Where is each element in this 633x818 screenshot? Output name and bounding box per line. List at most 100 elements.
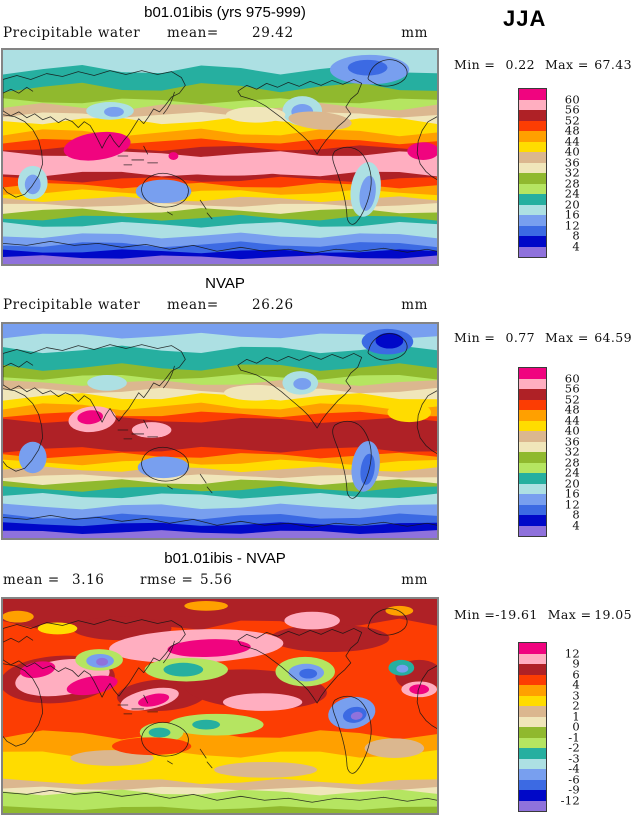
colorbar-tick-label: 20	[564, 196, 580, 211]
minmax-row-obs: Min = 0.77 Max = 64.59	[454, 330, 632, 345]
colorbar-segment	[519, 525, 546, 536]
mean-label: mean=	[167, 25, 219, 41]
colorbar-tick-label: -4	[568, 761, 580, 776]
colorbar-segment	[519, 183, 546, 194]
units-label: mm	[401, 297, 428, 313]
colorbar-tick-label: 44	[564, 412, 580, 427]
colorbar-tick-label: 52	[564, 112, 580, 127]
colorbar-tick-label: 36	[564, 154, 580, 169]
colorbar-tick-label: 12	[564, 217, 580, 232]
colorbar-segment	[519, 152, 546, 163]
mean-value: 29.42	[252, 25, 294, 41]
colorbar-tick-label: 4	[572, 677, 580, 692]
mean-label: mean =	[3, 572, 60, 588]
colorbar-segment	[519, 706, 546, 717]
colorbar-segment	[519, 800, 546, 811]
colorbar-tick-label: 12	[564, 645, 580, 660]
colorbar-segment	[519, 483, 546, 494]
max-label: Max =	[544, 57, 589, 72]
colorbar-tick-label: 52	[564, 391, 580, 406]
colorbar-tick-label: 28	[564, 454, 580, 469]
mean-value: 3.16	[72, 572, 105, 588]
colorbar-tick-label: 44	[564, 133, 580, 148]
panel-title-model: b01.01ibis (yrs 975-999)	[144, 4, 306, 21]
map-model	[1, 48, 439, 266]
colorbar-model: 60 56 52 48 44 40 36 32 28 24 20 16 12 8 4	[518, 88, 580, 258]
colorbar-segment	[519, 452, 546, 463]
colorbar-segment	[519, 695, 546, 706]
colorbar-tick-label: 16	[564, 486, 580, 501]
colorbar-segment	[519, 758, 546, 769]
colorbar-segment	[519, 494, 546, 505]
colorbar-tick-label: 60	[564, 91, 580, 106]
rmse-label: rmse =	[140, 572, 194, 588]
colorbar-segment	[519, 120, 546, 131]
map-diff	[1, 597, 439, 815]
colorbar-segment	[519, 194, 546, 205]
min-label: Min =	[454, 607, 496, 622]
colorbar-segment	[519, 664, 546, 675]
colorbar-segment	[519, 515, 546, 526]
colorbar-tick-label: 60	[564, 370, 580, 385]
colorbar-segment	[519, 441, 546, 452]
colorbar-tick-label: 8	[572, 228, 580, 243]
colorbar-tick-label: 40	[564, 423, 580, 438]
colorbar-obs: 60 56 52 48 44 40 36 32 28 24 20 16 12 8 4	[518, 367, 580, 537]
colorbar-tick-label: 4	[572, 238, 580, 253]
colorbar-segment	[519, 653, 546, 664]
colorbar-segment	[519, 204, 546, 215]
rmse-value: 5.56	[200, 572, 233, 588]
units-label: mm	[401, 572, 428, 588]
colorbar-segment	[519, 389, 546, 400]
colorbar-segment	[519, 769, 546, 780]
colorbar-tick-label: 24	[564, 186, 580, 201]
colorbar-segment	[519, 737, 546, 748]
panel-title-obs: NVAP	[205, 275, 245, 292]
colorbar-tick-label: 0	[572, 719, 580, 734]
colorbar-tick-label: -3	[568, 750, 580, 765]
colorbar-segment	[519, 215, 546, 226]
colorbar-tick-label: 9	[572, 656, 580, 671]
panel-stats-row-diff: mean = 3.16 rmse = 5.56 mm	[0, 572, 440, 590]
colorbar-segment	[519, 748, 546, 759]
colorbar-segment	[519, 473, 546, 484]
min-value: -19.61	[495, 607, 538, 622]
colorbar-tick-label: 24	[564, 465, 580, 480]
colorbar-segment	[519, 225, 546, 236]
colorbar-tick-label: -9	[568, 782, 580, 797]
mean-label: mean=	[167, 297, 219, 313]
colorbar-segment	[519, 643, 546, 654]
colorbar-tick-label: 1	[572, 708, 580, 723]
colorbar-segment	[519, 368, 546, 379]
colorbar-tick-label: 36	[564, 433, 580, 448]
min-value: 0.77	[505, 330, 535, 345]
colorbar-tick-label: 28	[564, 175, 580, 190]
colorbar-segment	[519, 246, 546, 257]
colorbar-tick-label: 3	[572, 687, 580, 702]
colorbar-tick-label: 6	[572, 666, 580, 681]
colorbar-segment	[519, 790, 546, 801]
colorbar-segment	[519, 420, 546, 431]
colorbar-segment	[519, 727, 546, 738]
colorbar-tick-label: 2	[572, 698, 580, 713]
min-value: 0.22	[505, 57, 535, 72]
colorbar-segment	[519, 431, 546, 442]
variable-label: Precipitable water	[3, 25, 141, 41]
colorbar-tick-label: -12	[560, 792, 580, 807]
colorbar-segment	[519, 504, 546, 515]
colorbar-tick-label: -6	[568, 771, 580, 786]
colorbar-tick-label: 56	[564, 102, 580, 117]
colorbar-segment	[519, 779, 546, 790]
colorbar-tick-label: -2	[568, 740, 580, 755]
max-value: 64.59	[594, 330, 632, 345]
colorbar-diff: 12 9 6 4 3 2 1 0 -1 -2 -3 -4 -6 -9 -12	[518, 642, 580, 812]
colorbar-tick-label: 12	[564, 496, 580, 511]
colorbar-tick-label: 8	[572, 507, 580, 522]
colorbar-tick-label: 40	[564, 144, 580, 159]
colorbar-segment	[519, 131, 546, 142]
colorbar-tick-label: 48	[564, 402, 580, 417]
colorbar-segment	[519, 236, 546, 247]
colorbar-tick-label: 20	[564, 475, 580, 490]
colorbar-segment	[519, 685, 546, 696]
max-value: 67.43	[594, 57, 632, 72]
